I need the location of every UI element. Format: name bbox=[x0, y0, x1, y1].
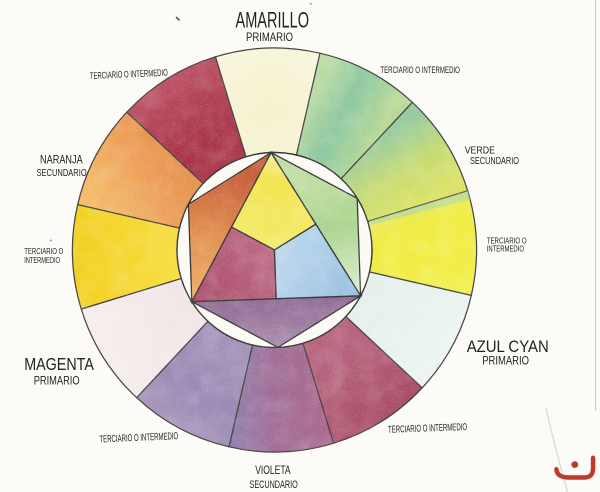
svg-text:SECUNDARIO: SECUNDARIO bbox=[250, 479, 298, 491]
svg-text:SECUNDARIO: SECUNDARIO bbox=[37, 167, 87, 179]
svg-text:PRIMARIO: PRIMARIO bbox=[246, 31, 293, 44]
svg-text:MAGENTA: MAGENTA bbox=[24, 354, 94, 374]
svg-text:TERCIARIO O: TERCIARIO O bbox=[487, 237, 527, 246]
svg-text:AMARILLO: AMARILLO bbox=[236, 8, 310, 33]
svg-text:VERDE: VERDE bbox=[465, 144, 495, 156]
svg-text:INTERMEDIO: INTERMEDIO bbox=[24, 256, 60, 265]
svg-text:TERCIARIO O: TERCIARIO O bbox=[24, 247, 63, 256]
svg-text:PRIMARIO: PRIMARIO bbox=[34, 373, 80, 387]
svg-text:SECUNDARIO: SECUNDARIO bbox=[470, 156, 519, 167]
svg-text:VIOLETA: VIOLETA bbox=[255, 464, 291, 477]
svg-text:TERCIARIO O INTERMEDIO: TERCIARIO O INTERMEDIO bbox=[90, 68, 168, 82]
svg-text:AZUL CYAN: AZUL CYAN bbox=[467, 338, 549, 356]
svg-text:PRIMARIO: PRIMARIO bbox=[482, 355, 529, 368]
svg-text:TERCIARIO O INTERMEDIO: TERCIARIO O INTERMEDIO bbox=[388, 422, 468, 436]
svg-text:TERCIARIO O INTERMEDIO: TERCIARIO O INTERMEDIO bbox=[99, 431, 178, 445]
svg-text:TERCIARIO O INTERMEDIO: TERCIARIO O INTERMEDIO bbox=[380, 65, 460, 76]
svg-text:INTERMEDIO: INTERMEDIO bbox=[487, 245, 524, 254]
svg-text:NARANJA: NARANJA bbox=[40, 153, 83, 167]
